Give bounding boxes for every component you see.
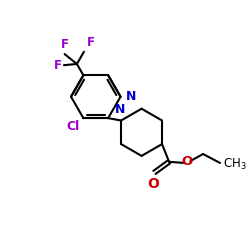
Text: N: N	[126, 90, 136, 103]
Text: CH$_3$: CH$_3$	[223, 156, 246, 172]
Text: Cl: Cl	[66, 120, 79, 133]
Text: N: N	[115, 103, 125, 116]
Text: F: F	[54, 59, 62, 72]
Text: O: O	[147, 177, 159, 191]
Text: F: F	[87, 36, 95, 49]
Text: O: O	[182, 155, 193, 168]
Text: F: F	[60, 38, 68, 51]
